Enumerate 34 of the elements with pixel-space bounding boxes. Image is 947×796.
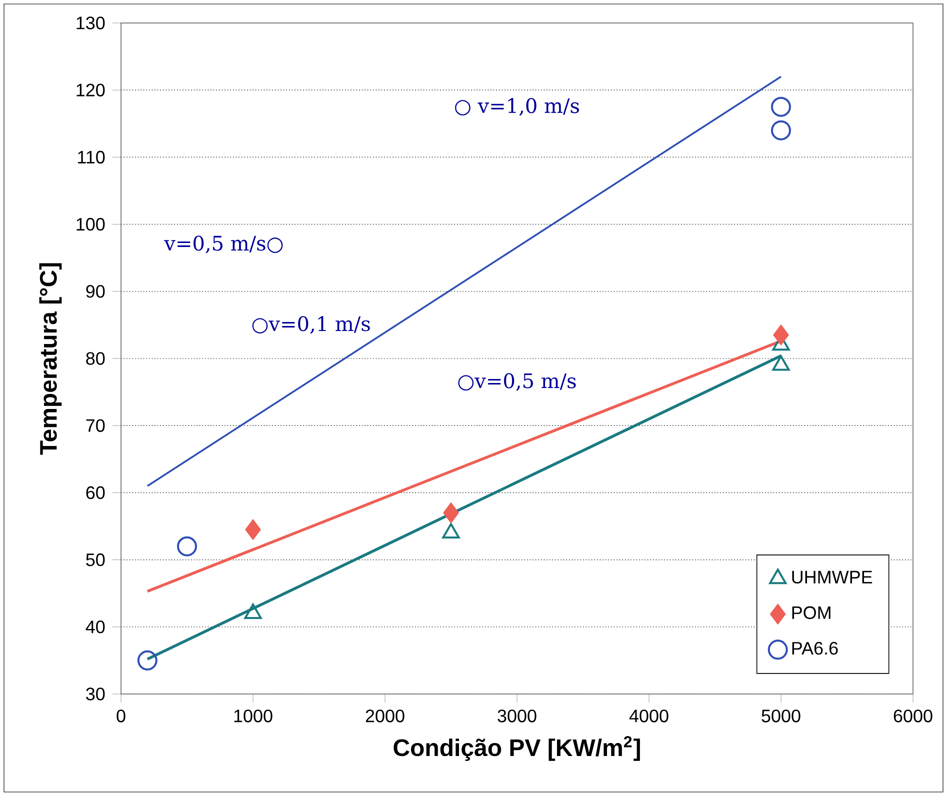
y-tick-label: 120 (76, 84, 105, 96)
point (770, 120, 791, 140)
annotation: v=0,5 m/s○ (164, 236, 283, 254)
annotation: ○v=0,5 m/s (458, 373, 576, 391)
point (177, 536, 197, 556)
legend-label: POM (792, 606, 830, 620)
x-tick-label: 1000 (234, 710, 272, 722)
legend-label: UHMWPE (792, 570, 872, 584)
x-tick-label: 0 (116, 710, 126, 722)
x-tick-label: 4000 (629, 710, 668, 722)
y-tick-label: 50 (86, 553, 105, 566)
y-tick-label: 110 (78, 150, 105, 164)
y-axis-title: Temperatura [°C] (39, 263, 62, 455)
annotation: ○ v=1,0 m/s (455, 98, 579, 116)
point (137, 650, 158, 670)
x-axis-title: Condição PV [KW/m$^{2}$] (394, 736, 640, 761)
point (773, 325, 789, 345)
y-tick-label: 30 (86, 688, 105, 700)
point (770, 96, 791, 117)
y-tick-label: 70 (86, 419, 105, 432)
x-tick-label: 2000 (366, 710, 404, 722)
y-tick-label: 130 (76, 16, 105, 30)
y-tick-label: 90 (86, 285, 105, 298)
y-tick-label: 60 (86, 486, 105, 500)
legend-label: PA6.6 (792, 642, 838, 655)
y-tick-label: 100 (76, 218, 105, 231)
x-tick-label: 3000 (498, 710, 536, 722)
point (245, 520, 261, 540)
x-tick-label: 6000 (894, 710, 932, 722)
y-tick-label: 40 (86, 620, 105, 634)
x-tick-label: 5000 (762, 710, 800, 722)
y-tick-label: 80 (86, 352, 105, 365)
point (443, 502, 459, 523)
annotation: ○v=0,1 m/s (252, 316, 370, 334)
